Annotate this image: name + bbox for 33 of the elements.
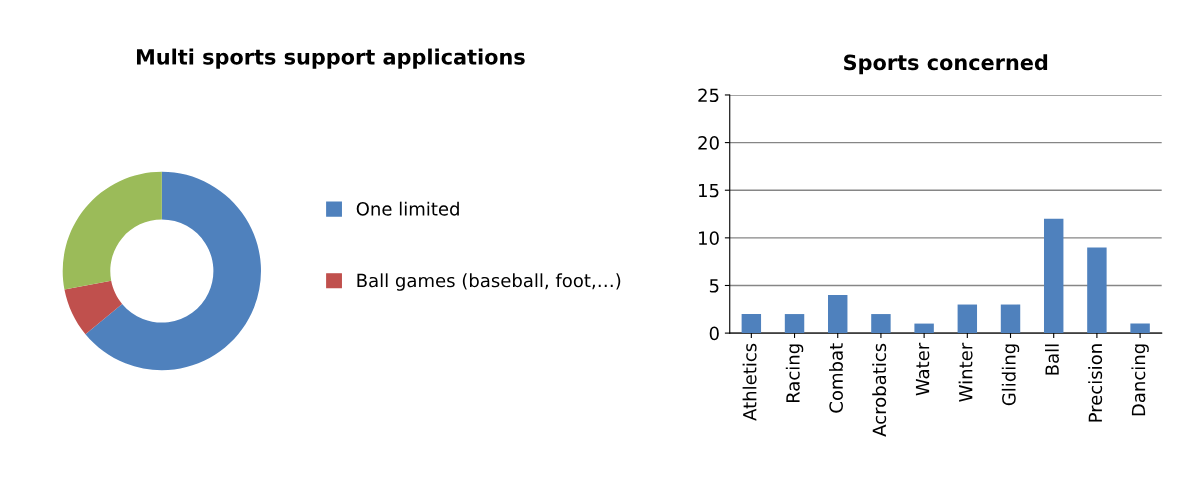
donut-slice: [64, 280, 123, 335]
x-tick-label: Water: [915, 342, 930, 396]
bar: [1087, 247, 1107, 334]
bar: [957, 304, 978, 334]
bar: [828, 295, 848, 334]
x-tick-label: Athletics: [742, 343, 757, 421]
y-tick-label: 0: [709, 326, 719, 341]
x-tick-label: Combat: [828, 343, 843, 413]
x-tick-label: Ball: [1044, 344, 1059, 375]
legend-label: One limited: [356, 201, 459, 216]
y-tick-label: 20: [698, 136, 719, 150]
x-tick-label: Winter: [958, 342, 973, 402]
donut-slice: [85, 171, 261, 371]
y-tick-label: 25: [698, 88, 719, 103]
x-tick-label: Dancing: [1131, 344, 1149, 416]
y-tick-label: 10: [699, 231, 719, 245]
y-tick-label: 5: [709, 279, 719, 293]
x-tick-label: Acrobatics: [872, 343, 887, 437]
chart-title: Multi sports support applications: [136, 48, 525, 69]
x-tick-label: Gliding: [1001, 344, 1020, 406]
donut-slice: [62, 171, 162, 290]
bar: [871, 314, 891, 334]
legend-label: Ball games (baseball, foot,…): [357, 273, 621, 291]
x-tick-label: Precision: [1088, 344, 1103, 422]
y-tick-label: 15: [699, 183, 719, 198]
bar: [784, 314, 805, 334]
chart-title: Sports concerned: [844, 54, 1048, 75]
bar: [1130, 323, 1150, 334]
bar: [1043, 218, 1064, 334]
x-tick-label: Racing: [785, 344, 804, 403]
bar: [1000, 304, 1021, 334]
bar: [914, 323, 934, 334]
bar: [741, 314, 762, 334]
